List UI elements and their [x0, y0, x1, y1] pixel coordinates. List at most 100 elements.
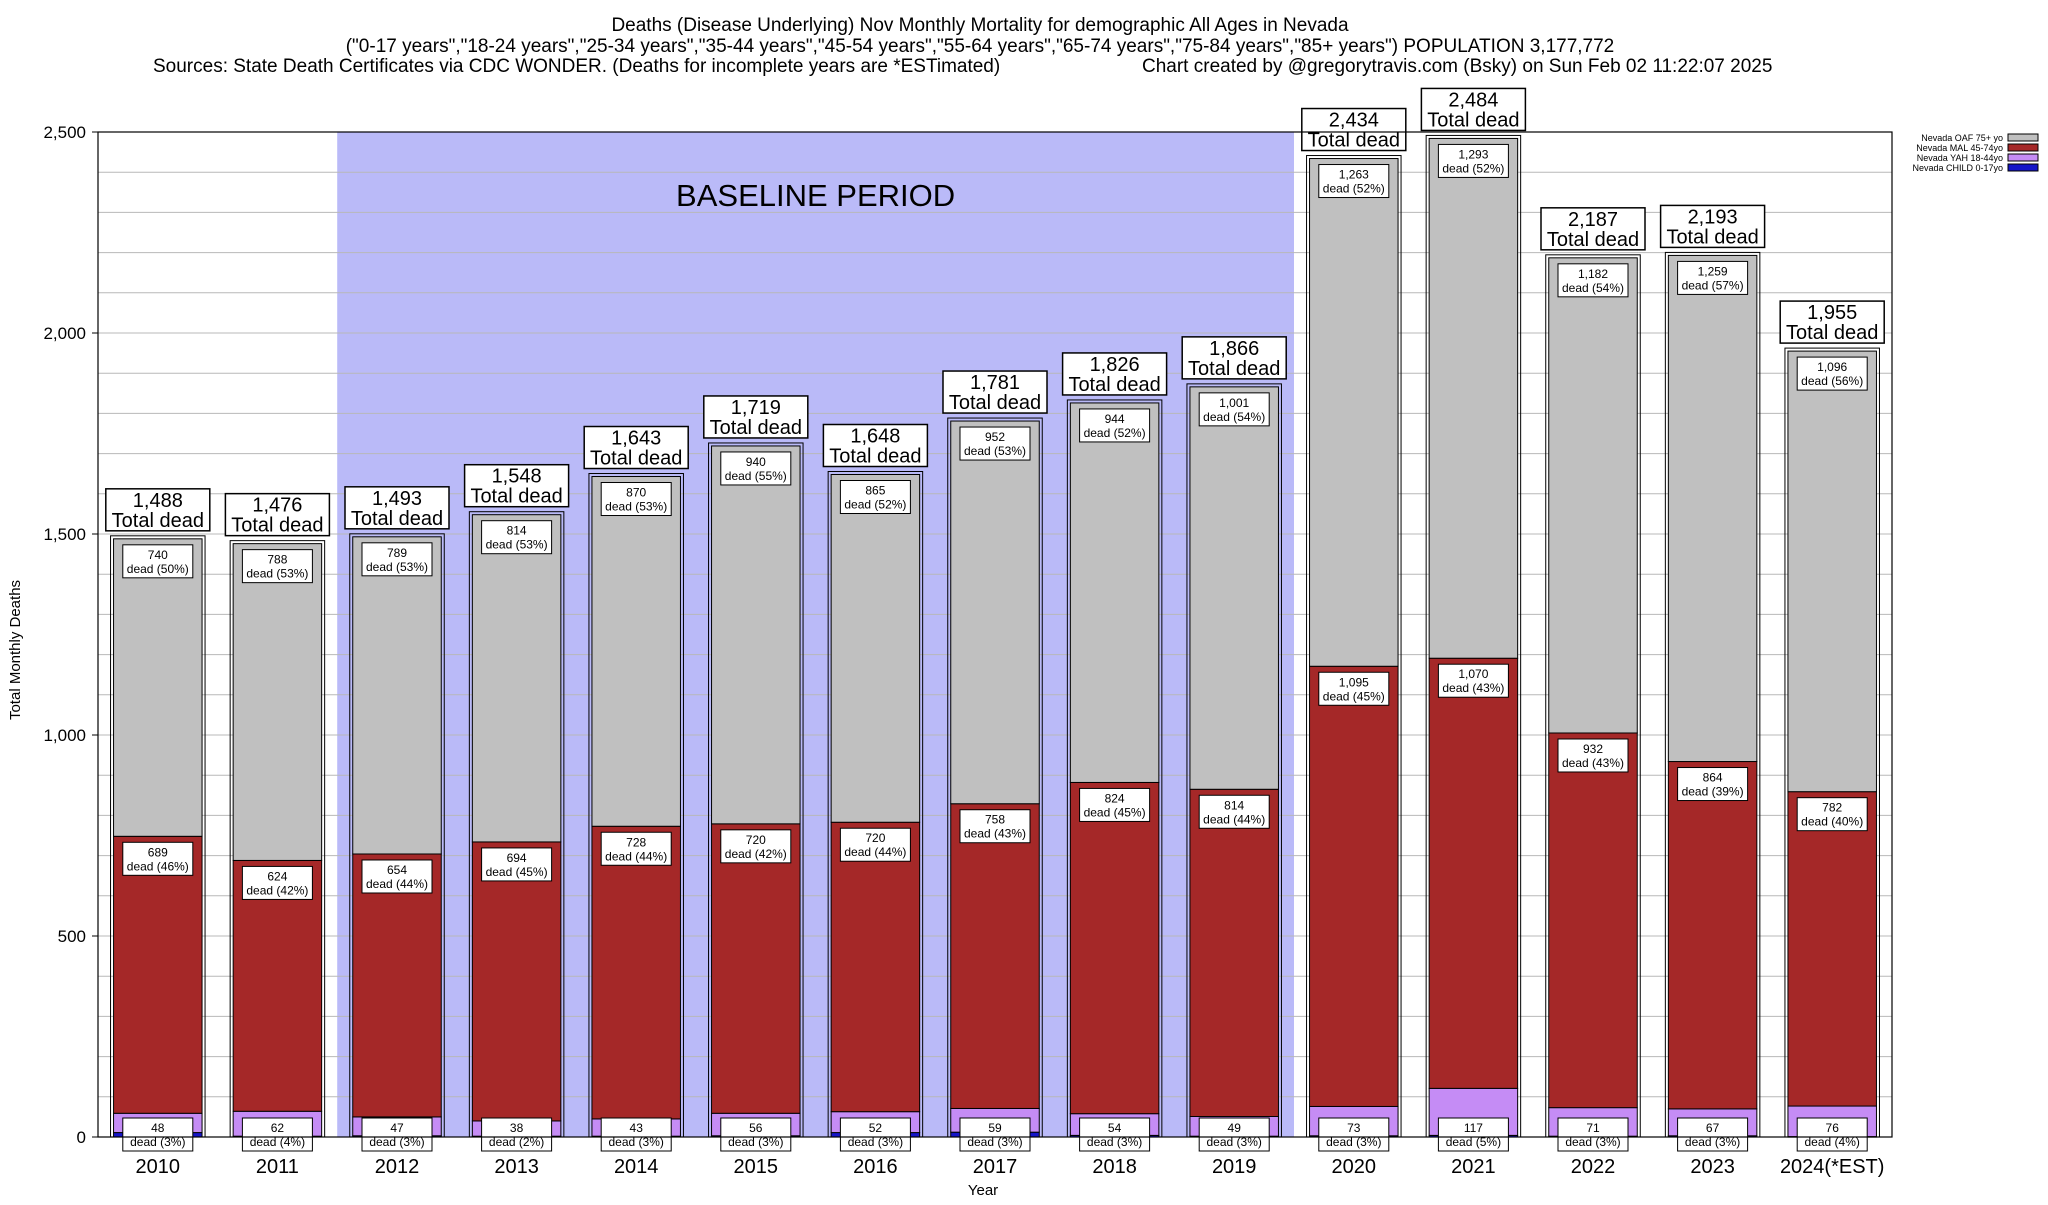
- segment-label-box: [1437, 663, 1509, 698]
- segment-pct-label: dead (53%): [246, 567, 308, 581]
- segment-label-box: [1198, 1117, 1270, 1152]
- segment-value-label: 782: [1822, 801, 1842, 815]
- segment-pct-label: dead (55%): [725, 469, 787, 483]
- segment-value-label: 71: [1586, 1121, 1600, 1135]
- segment-pct-label: dead (45%): [1323, 689, 1385, 703]
- segment-value-label: 720: [746, 833, 766, 847]
- total-label-box: [463, 463, 570, 508]
- bar-segment: [591, 476, 681, 827]
- segment-value-label: 758: [985, 813, 1005, 827]
- segment-label-box: [720, 829, 792, 864]
- segment-value-label: 788: [267, 553, 287, 567]
- segment-label-box: [241, 865, 313, 900]
- segment-label-box: [361, 542, 433, 577]
- total-suffix-label: Total dead: [949, 392, 1041, 414]
- baseline-period-label: BASELINE PERIOD: [676, 178, 955, 213]
- y-tick-label: 0: [77, 1128, 86, 1147]
- y-axis-label: Total Monthly Deaths: [7, 580, 24, 720]
- segment-label-box: [600, 482, 672, 517]
- segment-value-label: 62: [271, 1121, 285, 1135]
- total-label-box: [224, 492, 331, 537]
- chart-credit: Chart created by @gregorytravis.com (Bsk…: [1142, 56, 1772, 77]
- total-suffix-label: Total dead: [1427, 109, 1519, 131]
- total-suffix-label: Total dead: [829, 446, 921, 468]
- segment-label-box: [1557, 263, 1629, 298]
- segment-pct-label: dead (43%): [1562, 756, 1624, 770]
- bar-segment: [1189, 386, 1279, 790]
- segment-label-box: [839, 480, 911, 515]
- segment-pct-label: dead (43%): [964, 827, 1026, 841]
- segment-pct-label: dead (4%): [250, 1135, 305, 1149]
- segment-value-label: 38: [510, 1121, 524, 1135]
- bar-segment: [711, 823, 801, 1114]
- segment-value-label: 49: [1228, 1121, 1242, 1135]
- segment-pct-label: dead (42%): [246, 883, 308, 897]
- segment-pct-label: dead (3%): [1087, 1135, 1142, 1149]
- segment-value-label: 624: [267, 869, 287, 883]
- total-suffix-label: Total dead: [590, 448, 682, 470]
- segment-pct-label: dead (5%): [1446, 1135, 1501, 1149]
- segment-value-label: 824: [1105, 791, 1125, 805]
- total-value-label: 2,187: [1568, 209, 1618, 231]
- bar-segment: [711, 445, 801, 825]
- total-label-box: [1301, 107, 1407, 152]
- segment-pct-label: dead (57%): [1682, 278, 1744, 292]
- segment-pct-label: dead (39%): [1682, 785, 1744, 799]
- total-suffix-label: Total dead: [231, 515, 323, 537]
- segment-label-box: [1318, 1117, 1390, 1152]
- segment-label-box: [1079, 787, 1151, 822]
- legend-swatch: [2007, 133, 2039, 142]
- bar-segment: [1309, 665, 1399, 1107]
- segment-value-label: 52: [869, 1121, 883, 1135]
- total-value-label: 1,955: [1807, 302, 1857, 324]
- segment-label-box: [1796, 1117, 1868, 1152]
- x-tick-label: 2018: [1092, 1156, 1137, 1178]
- total-label-box: [1540, 207, 1646, 251]
- segment-label-box: [122, 841, 194, 876]
- bar-segment: [113, 835, 203, 1114]
- segment-label-box: [839, 1117, 911, 1152]
- segment-label-box: [122, 544, 194, 579]
- segment-value-label: 56: [749, 1121, 763, 1135]
- chart-subtitle: ("0-17 years","18-24 years","25-34 years…: [346, 36, 1615, 57]
- x-tick-label: 2019: [1212, 1156, 1257, 1178]
- total-value-label: 1,866: [1209, 338, 1259, 360]
- segment-label-box: [481, 520, 553, 555]
- total-suffix-label: Total dead: [1068, 374, 1160, 396]
- segment-pct-label: dead (3%): [1685, 1135, 1740, 1149]
- segment-label-box: [361, 1117, 433, 1152]
- bar-segment: [1189, 788, 1279, 1117]
- segment-pct-label: dead (2%): [489, 1135, 544, 1149]
- segment-pct-label: dead (53%): [486, 538, 548, 552]
- chart-title: Deaths (Disease Underlying) Nov Monthly …: [611, 15, 1349, 36]
- segment-value-label: 1,293: [1458, 147, 1488, 161]
- segment-pct-label: dead (52%): [844, 498, 906, 512]
- total-label-box: [822, 423, 929, 468]
- x-tick-label: 2023: [1690, 1156, 1735, 1178]
- total-value-label: 1,548: [492, 466, 542, 488]
- segment-label-box: [959, 809, 1031, 844]
- segment-pct-label: dead (52%): [1323, 182, 1385, 196]
- segment-value-label: 940: [746, 455, 766, 469]
- segment-pct-label: dead (54%): [1203, 410, 1265, 424]
- x-tick-label: 2020: [1332, 1156, 1377, 1178]
- segment-label-box: [959, 426, 1031, 461]
- bar-segment: [232, 859, 323, 1112]
- legend-swatch: [2007, 163, 2039, 172]
- y-tick-label: 500: [58, 927, 86, 946]
- segment-label-box: [1796, 797, 1868, 832]
- segment-label-box: [361, 859, 433, 894]
- legend-label: Nevada CHILD 0-17yo: [1912, 163, 2003, 173]
- segment-value-label: 694: [507, 851, 527, 865]
- segment-label-box: [959, 1117, 1031, 1152]
- segment-value-label: 1,182: [1578, 267, 1608, 281]
- bar-segment: [232, 543, 323, 861]
- bar-segment: [1309, 158, 1399, 667]
- total-label-box: [1181, 336, 1287, 380]
- total-suffix-label: Total dead: [710, 417, 802, 439]
- segment-label-box: [720, 451, 792, 486]
- bar-segment: [1069, 781, 1160, 1115]
- segment-value-label: 1,263: [1339, 168, 1369, 182]
- segment-label-box: [1437, 143, 1509, 178]
- segment-label-box: [1079, 1117, 1151, 1152]
